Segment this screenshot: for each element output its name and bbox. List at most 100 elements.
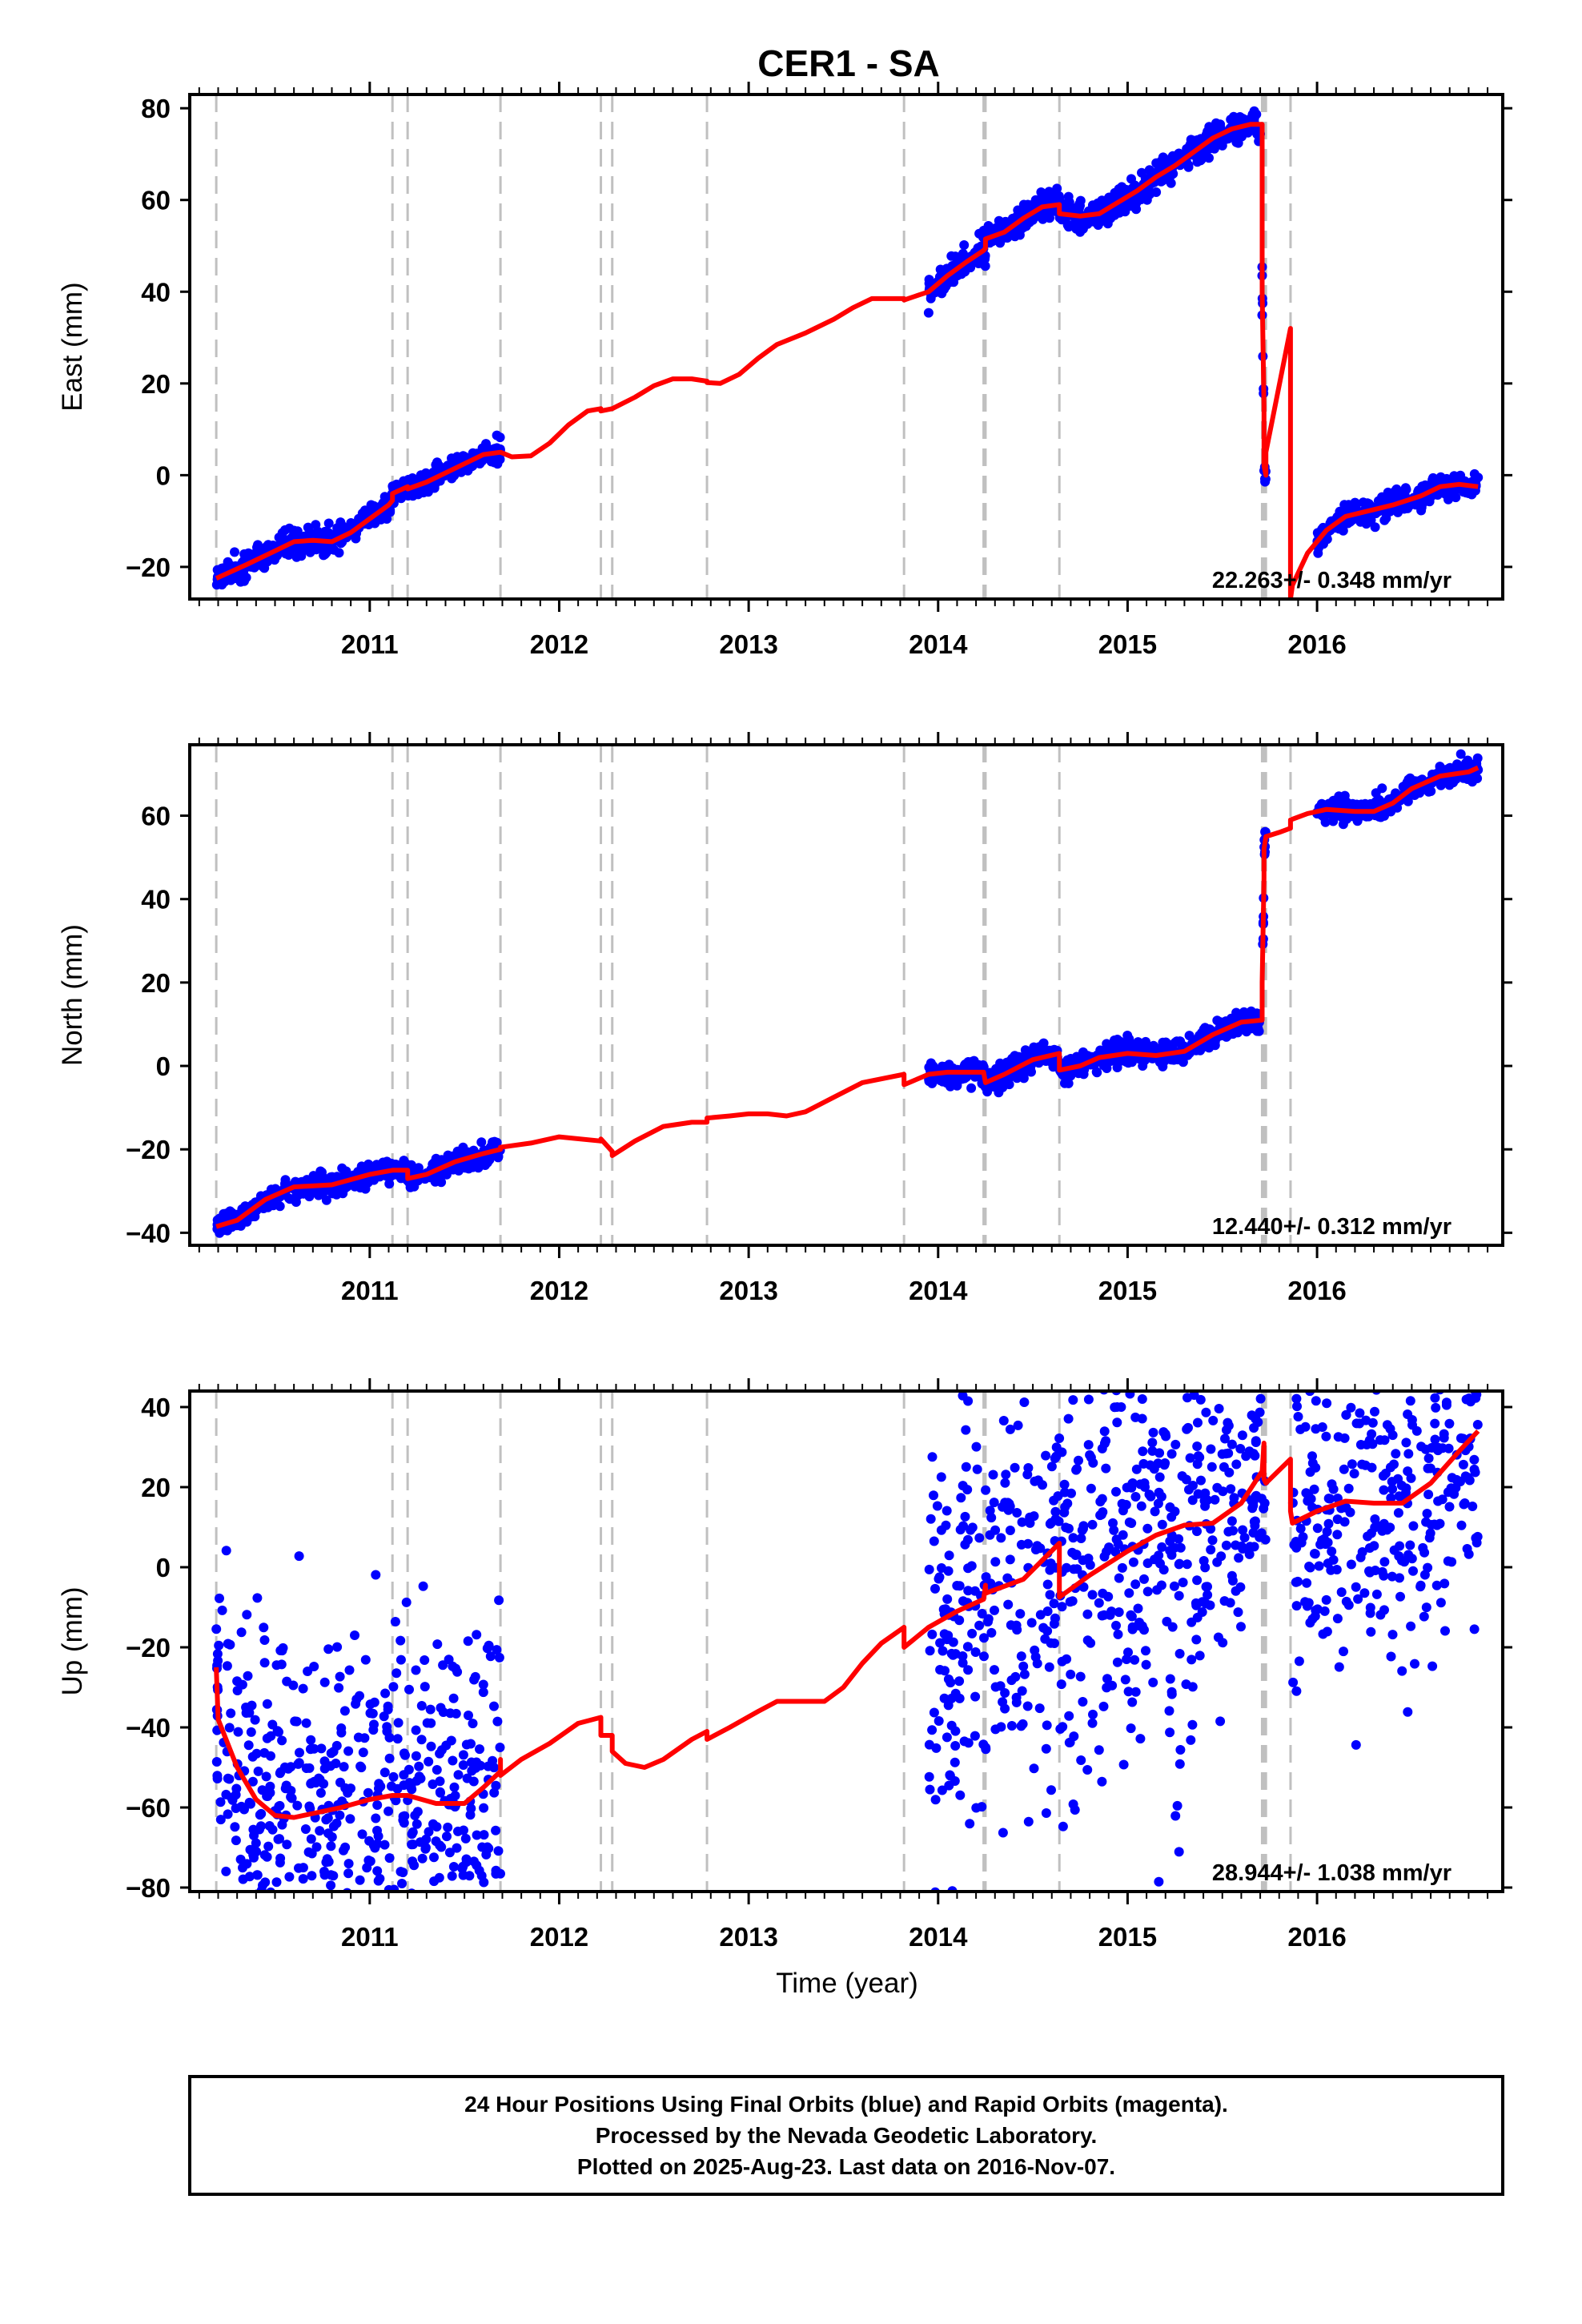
data-point — [1406, 1621, 1416, 1631]
y-tick-label: 20 — [141, 968, 171, 998]
data-point — [1251, 1490, 1262, 1501]
data-point — [1304, 1562, 1315, 1571]
data-point — [1251, 1437, 1261, 1447]
y-tick-label: −20 — [126, 553, 171, 582]
data-point — [1207, 1535, 1218, 1546]
data-point — [1250, 1450, 1260, 1461]
data-point — [384, 1179, 395, 1189]
data-point — [1418, 1542, 1428, 1553]
data-point — [238, 1874, 248, 1884]
data-point — [1435, 1377, 1445, 1386]
data-point — [447, 1871, 457, 1881]
data-point — [1386, 1651, 1396, 1662]
data-point — [1174, 1759, 1185, 1769]
data-point — [1062, 1498, 1073, 1509]
data-point — [1215, 1357, 1225, 1367]
data-point — [963, 1396, 974, 1406]
data-point — [305, 1803, 315, 1814]
data-point — [411, 1725, 421, 1735]
data-point — [1186, 1655, 1197, 1665]
data-point — [1360, 1460, 1371, 1470]
data-point — [1098, 1701, 1109, 1711]
data-point — [924, 1062, 934, 1072]
data-point — [1405, 1396, 1415, 1406]
data-point — [1222, 1425, 1231, 1435]
data-point — [1395, 1573, 1404, 1583]
data-point — [231, 1783, 242, 1794]
data-point — [1111, 1486, 1121, 1497]
data-point — [244, 1912, 254, 1921]
data-point — [344, 1665, 355, 1675]
data-point — [431, 1836, 441, 1847]
data-point — [264, 1900, 274, 1909]
data-point — [243, 1740, 254, 1751]
data-point — [1341, 1596, 1351, 1606]
data-point — [382, 1722, 392, 1732]
data-point — [1210, 1494, 1220, 1505]
data-point — [1332, 1530, 1343, 1540]
data-point — [357, 1829, 367, 1839]
data-point — [1041, 1743, 1051, 1754]
data-point — [956, 252, 966, 263]
data-point — [1423, 1562, 1433, 1573]
data-point — [1205, 1327, 1215, 1337]
data-point — [1221, 1449, 1231, 1459]
y-tick-label: 20 — [141, 1473, 171, 1502]
data-point — [293, 1759, 303, 1769]
data-point — [373, 1876, 383, 1886]
data-point — [425, 1704, 436, 1715]
data-point — [1307, 1451, 1317, 1462]
data-point — [1071, 1465, 1082, 1475]
data-point — [1242, 1022, 1252, 1032]
data-point — [1209, 1380, 1219, 1389]
data-point — [958, 1658, 968, 1668]
data-point — [1228, 1333, 1238, 1342]
data-point — [1001, 1470, 1011, 1480]
data-point — [226, 2007, 235, 2016]
data-point — [284, 1900, 294, 1909]
data-point — [1458, 1303, 1468, 1313]
data-point — [1468, 1502, 1478, 1511]
data-point — [1018, 1661, 1029, 1671]
data-point — [1370, 1522, 1380, 1533]
data-point — [416, 1735, 427, 1745]
data-point — [372, 1800, 383, 1810]
data-point — [1203, 1590, 1213, 1600]
data-point — [1195, 1394, 1206, 1405]
data-point — [1401, 1437, 1411, 1448]
data-point — [959, 240, 970, 250]
data-point — [424, 1756, 434, 1767]
data-point — [312, 526, 323, 537]
data-point — [1214, 1404, 1224, 1413]
data-point — [1336, 1587, 1347, 1598]
data-point — [464, 1711, 473, 1720]
data-point — [211, 1624, 222, 1634]
data-point — [360, 1655, 371, 1665]
data-point — [291, 1197, 301, 1207]
data-point — [440, 2002, 449, 2012]
data-point — [1339, 790, 1350, 801]
data-point — [296, 1893, 306, 1903]
data-point — [1188, 1333, 1198, 1343]
data-point — [1418, 1338, 1427, 1348]
data-point — [353, 1892, 363, 1902]
data-point — [372, 1866, 383, 1876]
data-point — [981, 1744, 991, 1755]
x-tick-label: 2015 — [1098, 1276, 1157, 1305]
data-point — [354, 1899, 363, 1908]
data-point — [1192, 1575, 1203, 1586]
data-point — [1042, 1606, 1053, 1616]
data-point — [461, 1739, 472, 1750]
data-point — [1065, 1737, 1075, 1747]
data-point — [1260, 476, 1271, 487]
x-tick-label: 2013 — [719, 629, 777, 659]
data-point — [1192, 1526, 1202, 1537]
data-point — [372, 1839, 383, 1849]
data-point — [326, 1841, 336, 1852]
data-point — [1310, 1549, 1320, 1559]
data-point — [418, 1581, 428, 1591]
north-y-axis-label: North (mm) — [57, 924, 88, 1066]
data-point — [925, 1646, 935, 1656]
data-point — [1122, 1655, 1132, 1664]
